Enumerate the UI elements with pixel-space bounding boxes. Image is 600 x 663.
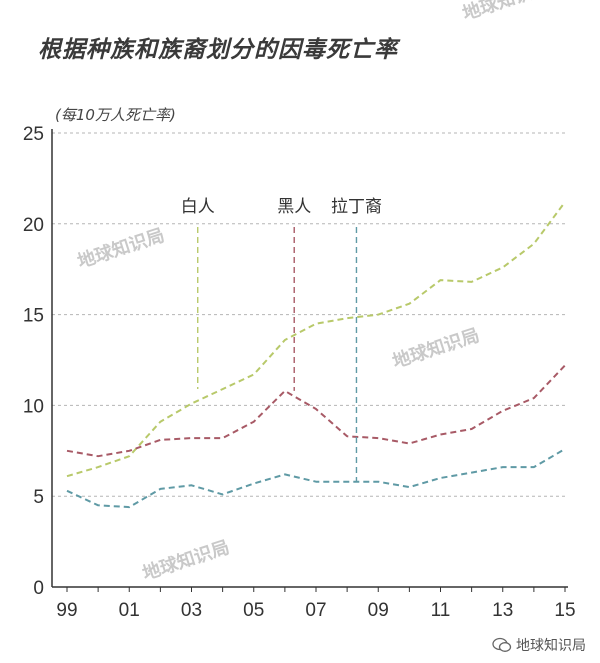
y-tick-label: 25 [23,124,44,145]
series-label: 黑人 [277,197,311,217]
series-label: 白人 [181,197,215,217]
watermark: 地球知识局 [75,224,167,273]
x-tick-label: 07 [305,600,326,621]
x-tick-label: 13 [492,600,513,621]
footer-brand-text: 地球知识局 [516,638,586,654]
watermark: 地球知识局 [460,0,552,25]
series-line [66,448,566,509]
y-tick-label: 0 [33,578,44,599]
x-tick-label: 09 [368,600,389,621]
y-tick-label: 10 [23,396,44,417]
y-tick-label: 20 [23,215,44,236]
x-tick-label: 15 [554,600,575,621]
x-tick-label: 03 [181,600,202,621]
footer-brand: 地球知识局 [492,635,586,655]
x-tick-label: 11 [431,600,451,621]
series-line [66,201,566,478]
y-axis-unit-label: (每10万人死亡率) [55,106,176,124]
series-line [66,364,566,458]
watermark: 地球知识局 [390,324,482,373]
y-tick-label: 5 [33,487,44,508]
watermark: 地球知识局 [140,536,232,585]
x-tick-label: 01 [119,600,140,621]
series-label: 拉丁裔 [331,197,382,217]
chart-title: 根据种族和族裔划分的因毒死亡率 [38,37,398,63]
wechat-icon [492,637,512,652]
x-tick-label: 05 [243,600,264,621]
x-tick-label: 99 [56,600,77,621]
y-tick-label: 15 [23,306,44,327]
